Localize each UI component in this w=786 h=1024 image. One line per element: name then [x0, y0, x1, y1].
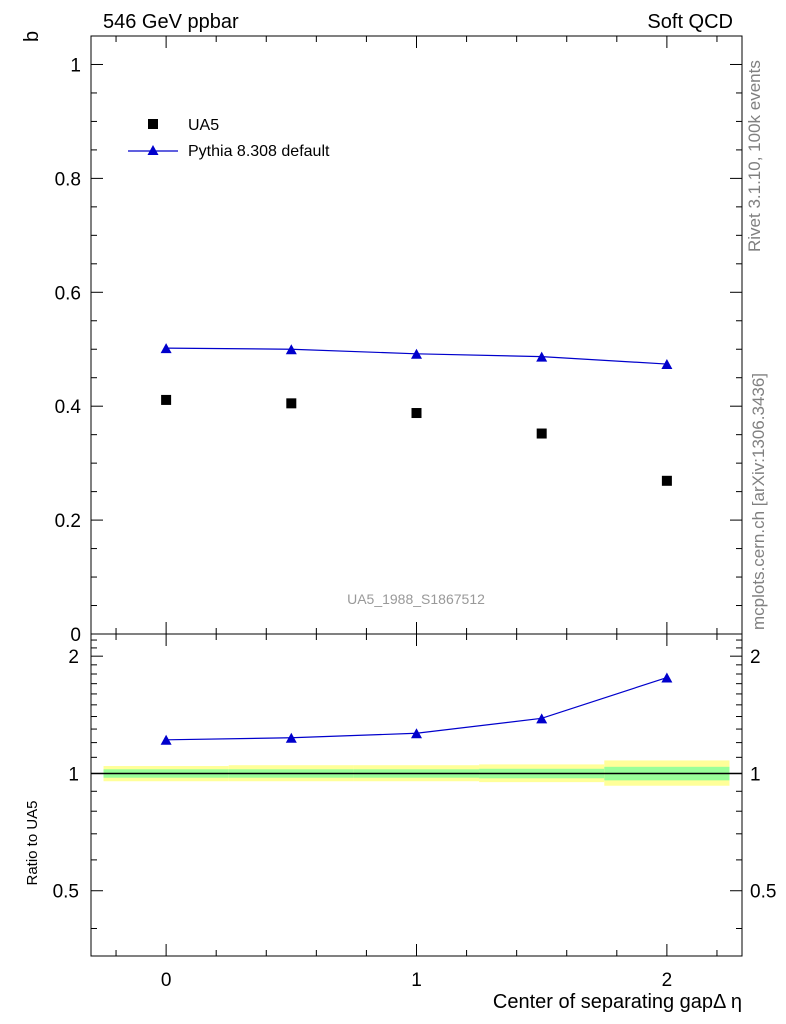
x-tick-label: 0: [161, 970, 172, 991]
pythia-point: [285, 344, 297, 355]
pythia-point: [160, 343, 172, 354]
ratio-pythia-points: [160, 672, 673, 745]
ratio-pythia-point: [536, 713, 548, 724]
analysis-watermark: UA5_1988_S1867512: [347, 591, 485, 607]
ratio-pythia-point: [411, 728, 422, 739]
legend: UA5 Pythia 8.308 default: [128, 117, 330, 160]
ua5-point: [661, 475, 672, 486]
ratio-y-tick-label: 0.5: [53, 882, 79, 903]
ratio-y-axis-label: Ratio to UA5: [24, 800, 41, 885]
legend-pythia-marker: [147, 145, 159, 155]
main-y-tick-label: 0.4: [55, 397, 82, 418]
ua5-point: [536, 428, 547, 439]
ua5-point: [286, 398, 297, 409]
ratio-y-tick-label: 1: [68, 764, 79, 785]
main-y-tick-label: 0.6: [55, 283, 81, 304]
x-tick-label: 1: [411, 970, 422, 991]
main-y-tick-label: 0.2: [55, 511, 81, 532]
legend-ua5-marker: [148, 119, 158, 129]
pythia-point: [536, 351, 548, 362]
pythia-point: [411, 348, 422, 359]
ua5-point: [161, 394, 172, 405]
main-panel: 0 0.2 0.4 0.6 0.8 1 b UA5_1988_S1867512 UA5 P…: [21, 31, 743, 646]
ratio-frame: [90, 633, 743, 957]
mcplots-label: mcplots.cern.ch [arXiv:1306.3436]: [749, 373, 768, 630]
x-tick-label: 2: [662, 970, 673, 991]
ratio-y-tick-label-right: 0.5: [750, 882, 776, 903]
ratio-y-tick-label-right: 2: [750, 647, 761, 668]
ua5-point: [411, 408, 422, 419]
ua5-points: [161, 394, 672, 486]
main-y-tick-label: 0: [70, 625, 81, 646]
main-y-tick-label: 0.8: [55, 169, 81, 190]
legend-ua5-label: UA5: [188, 117, 219, 134]
header-left: 546 GeV ppbar: [103, 11, 239, 33]
x-axis-label: Center of separating gapΔ η: [493, 991, 742, 1013]
pythia-point: [661, 359, 673, 370]
ratio-y-tick-label: 2: [68, 647, 79, 668]
rivet-label: Rivet 3.1.10, 100k events: [745, 60, 764, 252]
main-y-axis-label: b: [21, 31, 43, 42]
ratio-y-ticks: 0.5 0.5 1 1 2 2: [53, 639, 776, 930]
ratio-pythia-point: [160, 734, 172, 745]
ratio-pythia-point: [285, 732, 297, 743]
main-y-ticks: 0 0.2 0.4 0.6 0.8 1: [55, 55, 742, 646]
ratio-x-ticks: 0 1 2: [115, 634, 718, 991]
ratio-panel: 0.5 0.5 1 1 2 2 0 1 2 Ratio to UA5 Center of se…: [24, 633, 776, 1013]
legend-pythia-label: Pythia 8.308 default: [188, 143, 330, 160]
ratio-y-tick-label-right: 1: [750, 764, 761, 785]
pythia-points: [160, 343, 673, 370]
ratio-pythia-point: [661, 672, 673, 683]
main-x-ticks: [115, 36, 718, 634]
main-y-tick-label: 1: [70, 55, 81, 76]
header-right: Soft QCD: [647, 11, 733, 33]
